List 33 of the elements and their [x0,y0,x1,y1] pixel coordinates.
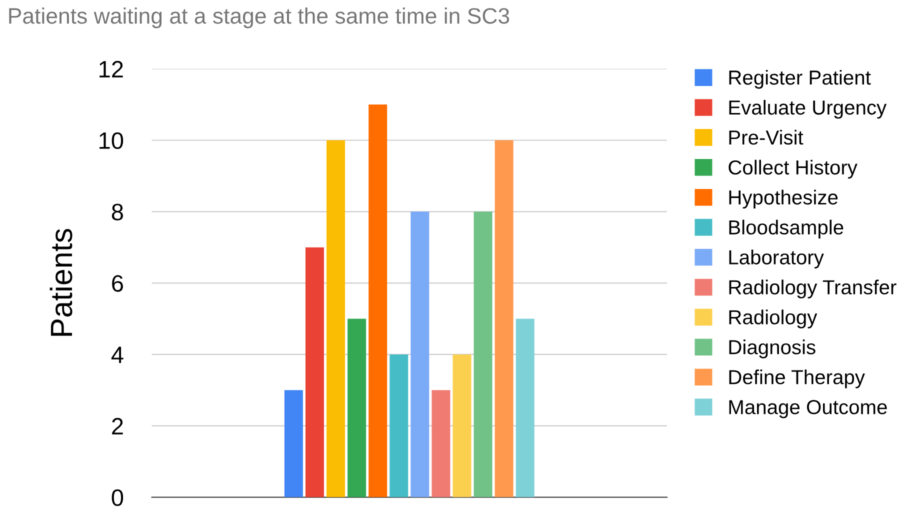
bar [326,140,346,498]
y-tick-label: 10 [100,132,124,150]
legend-label: Define Therapy [729,370,865,388]
bar [368,104,388,498]
y-axis-title: Patients [50,228,72,336]
y-tick-label: 4 [111,346,124,364]
y-tick-label: 2 [112,418,123,434]
y-tick-label: 12 [100,60,123,78]
y-tick-label: 8 [112,204,123,220]
legend-label: Hypothesize [729,190,838,209]
chart-title: Patients waiting at a stage at the same time in SC3 [9,7,510,28]
bar [284,390,303,498]
legend-label: Manage Outcome [729,400,887,418]
legend-label: Collect History [728,160,858,179]
bar [474,212,492,498]
bar [494,140,514,498]
bar [348,318,366,498]
y-tick-label: 0 [112,489,124,506]
legend-label: Diagnosis [729,340,816,358]
y-tick-label: 6 [112,275,123,292]
legend-label: Pre-Visit [729,130,804,145]
bar [305,247,324,498]
legend-label: Radiology Transfer [729,280,896,298]
bar [410,212,430,498]
bar [516,318,534,498]
bar [390,354,408,498]
legend-label: Bloodsample [729,220,844,238]
legend-label: Evaluate Urgency [729,100,887,119]
bar [452,354,472,498]
bar [432,390,450,498]
legend-label: Radiology [729,310,818,328]
legend-label: Register Patient [729,70,871,89]
legend-label: Laboratory [729,250,824,268]
